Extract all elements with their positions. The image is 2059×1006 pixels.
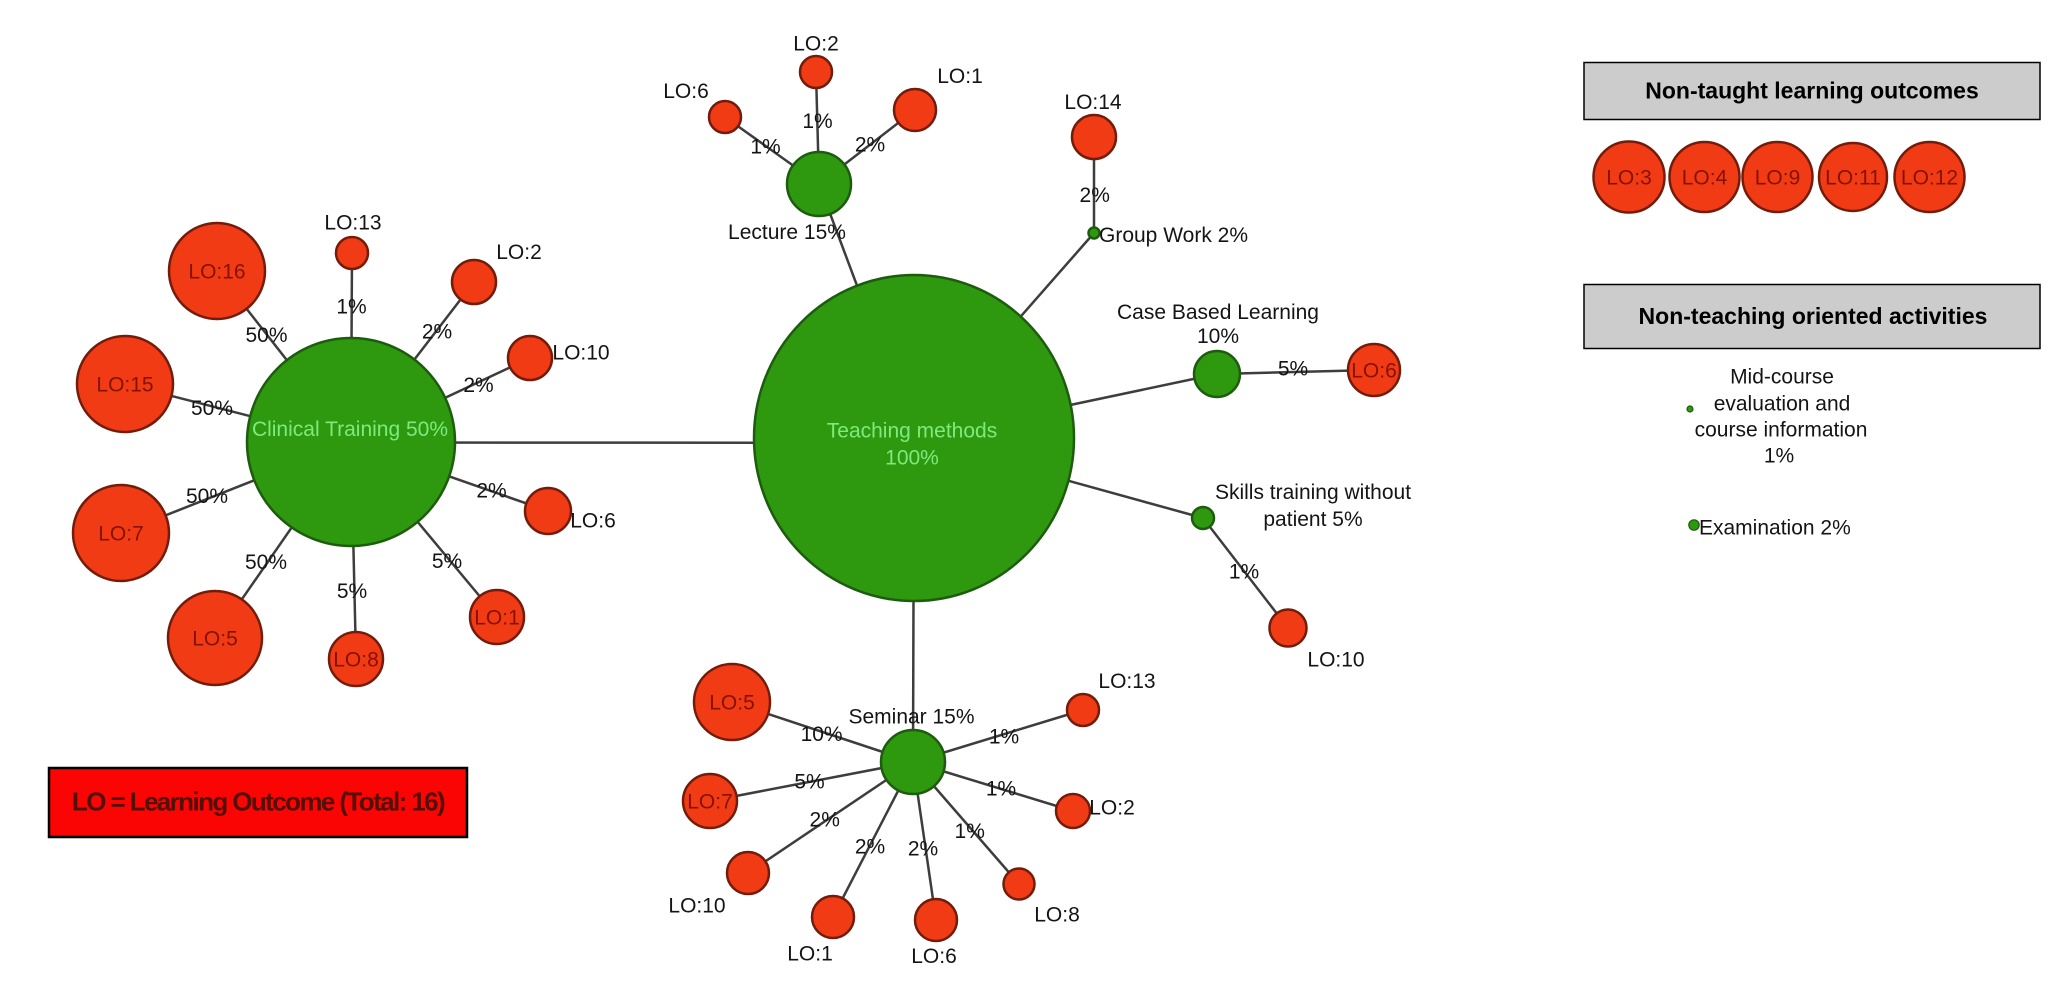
svg-text:LO:8: LO:8 <box>1034 904 1080 927</box>
svg-text:Teaching methods: Teaching methods <box>827 420 997 443</box>
svg-text:Non-teaching oriented activiti: Non-teaching oriented activities <box>1639 303 1988 329</box>
svg-text:LO:10: LO:10 <box>1307 649 1364 672</box>
svg-text:Skills training without: Skills training without <box>1215 481 1411 504</box>
svg-text:10%: 10% <box>1197 325 1239 348</box>
svg-text:patient 5%: patient 5% <box>1263 508 1362 531</box>
svg-text:Seminar 15%: Seminar 15% <box>848 706 974 729</box>
svg-text:50%: 50% <box>191 397 233 420</box>
svg-text:course information: course information <box>1695 419 1868 442</box>
svg-text:50%: 50% <box>245 551 287 574</box>
svg-text:LO = Learning Outcome (Total:: LO = Learning Outcome (Total: 16) <box>72 786 445 816</box>
svg-text:LO:4: LO:4 <box>1682 167 1728 190</box>
svg-text:100%: 100% <box>885 447 939 470</box>
svg-text:LO:13: LO:13 <box>324 212 381 235</box>
svg-text:LO:16: LO:16 <box>188 261 245 284</box>
svg-text:Lecture 15%: Lecture 15% <box>728 221 846 244</box>
svg-text:2%: 2% <box>855 836 885 859</box>
svg-text:LO:3: LO:3 <box>1606 167 1652 190</box>
svg-text:2%: 2% <box>855 134 885 157</box>
svg-text:1%: 1% <box>1229 561 1259 584</box>
svg-text:LO:13: LO:13 <box>1098 670 1155 693</box>
svg-text:1%: 1% <box>986 778 1016 801</box>
svg-text:2%: 2% <box>476 480 506 503</box>
svg-text:1%: 1% <box>750 136 780 159</box>
svg-text:1%: 1% <box>989 725 1019 748</box>
svg-text:5%: 5% <box>337 580 367 603</box>
svg-text:1%: 1% <box>955 820 985 843</box>
svg-text:5%: 5% <box>794 771 824 794</box>
svg-text:2%: 2% <box>463 374 493 397</box>
svg-text:LO:7: LO:7 <box>98 523 144 546</box>
svg-text:2%: 2% <box>422 321 452 344</box>
svg-text:LO:6: LO:6 <box>911 945 957 968</box>
svg-text:LO:8: LO:8 <box>333 649 379 672</box>
svg-text:10%: 10% <box>801 723 843 746</box>
svg-text:2%: 2% <box>908 838 938 861</box>
svg-text:50%: 50% <box>186 485 228 508</box>
svg-text:5%: 5% <box>1278 358 1308 381</box>
svg-text:1%: 1% <box>802 110 832 133</box>
svg-text:LO:5: LO:5 <box>709 692 755 715</box>
svg-text:50%: 50% <box>245 324 287 347</box>
svg-text:Clinical Training 50%: Clinical Training 50% <box>252 418 448 441</box>
svg-text:LO:14: LO:14 <box>1064 91 1122 114</box>
svg-text:LO:1: LO:1 <box>937 65 983 88</box>
svg-text:LO:9: LO:9 <box>1755 167 1801 190</box>
svg-text:LO:11: LO:11 <box>1825 167 1881 190</box>
svg-text:LO:7: LO:7 <box>687 791 733 814</box>
svg-text:LO:10: LO:10 <box>668 895 725 918</box>
svg-text:Mid-course: Mid-course <box>1730 366 1834 389</box>
svg-text:LO:6: LO:6 <box>663 80 709 103</box>
svg-text:5%: 5% <box>432 550 462 573</box>
svg-text:LO:1: LO:1 <box>474 607 520 630</box>
svg-text:LO:2: LO:2 <box>496 241 542 264</box>
svg-text:LO:10: LO:10 <box>552 342 609 365</box>
svg-text:1%: 1% <box>1764 445 1794 468</box>
svg-text:LO:1: LO:1 <box>787 943 833 966</box>
svg-text:2%: 2% <box>1080 184 1110 207</box>
svg-text:LO:2: LO:2 <box>1089 797 1135 820</box>
svg-text:Group Work 2%: Group Work 2% <box>1099 224 1248 247</box>
svg-text:LO:2: LO:2 <box>793 33 839 56</box>
svg-text:Non-taught learning outcomes: Non-taught learning outcomes <box>1645 77 1979 103</box>
svg-text:LO:6: LO:6 <box>570 510 616 533</box>
svg-text:Examination 2%: Examination 2% <box>1699 517 1851 540</box>
svg-text:Case Based Learning: Case Based Learning <box>1117 301 1319 324</box>
svg-text:LO:6: LO:6 <box>1351 360 1397 383</box>
svg-text:1%: 1% <box>336 296 366 319</box>
svg-text:LO:12: LO:12 <box>1901 167 1958 190</box>
svg-text:LO:15: LO:15 <box>96 374 153 397</box>
svg-text:evaluation and: evaluation and <box>1714 393 1851 416</box>
svg-text:2%: 2% <box>810 809 840 832</box>
svg-text:LO:5: LO:5 <box>192 628 238 651</box>
